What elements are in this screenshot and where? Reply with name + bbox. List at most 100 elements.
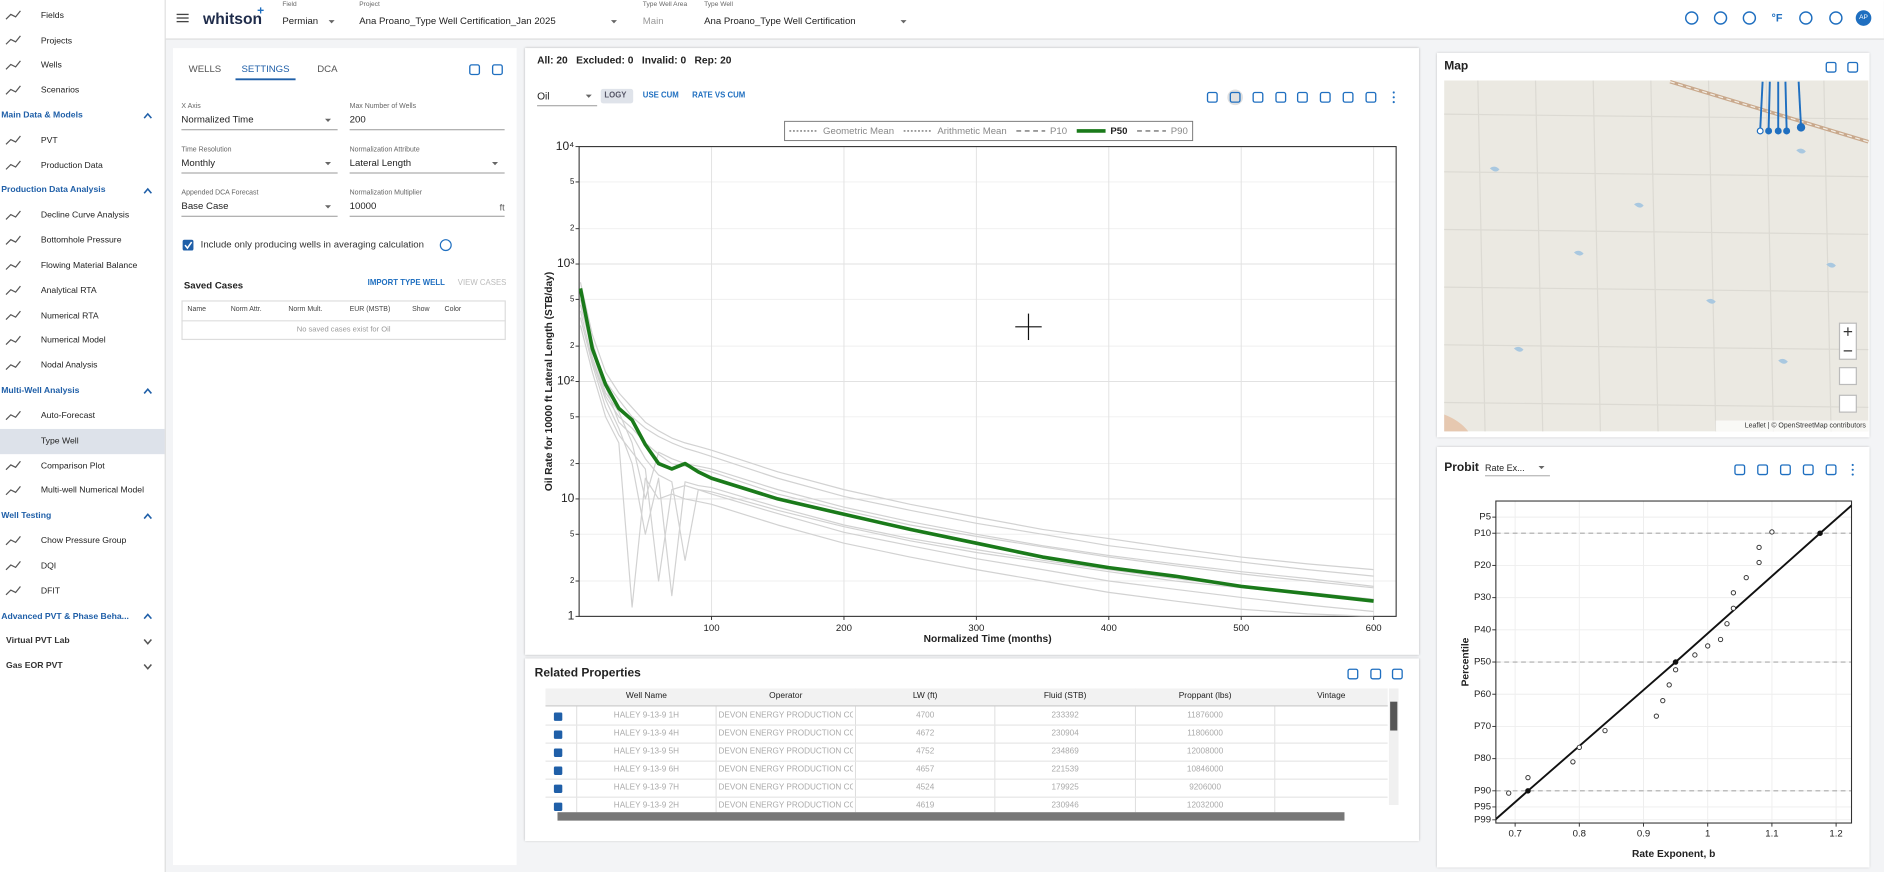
row-checkbox[interactable] <box>553 802 563 811</box>
well-marker[interactable] <box>1765 127 1773 135</box>
unit-button[interactable]: °F <box>1771 11 1783 24</box>
toolbar-icon[interactable] <box>1734 464 1746 476</box>
legend-label[interactable]: P10 <box>1050 126 1067 137</box>
nav-section[interactable]: Multi-Well Analysis <box>1 384 80 396</box>
nav-item[interactable]: Auto-Forecast <box>40 409 96 421</box>
toolbar-icon[interactable] <box>491 64 503 76</box>
top-icon[interactable] <box>1713 11 1728 25</box>
chart-button[interactable]: LOGY <box>604 91 627 100</box>
toolbar-icon[interactable] <box>1757 464 1769 476</box>
h-scroll-thumb[interactable] <box>557 812 1345 821</box>
more-icon[interactable] <box>1851 463 1854 467</box>
nav-item[interactable]: Decline Curve Analysis <box>40 209 130 221</box>
field-value[interactable]: 10000 <box>349 200 377 212</box>
nav-section[interactable]: Production Data Analysis <box>1 184 106 196</box>
field-value[interactable]: Normalized Time <box>181 114 254 126</box>
nav-item[interactable]: Multi-well Numerical Model <box>40 484 145 496</box>
nav-item[interactable]: DQI <box>40 559 57 571</box>
toolbar-icon[interactable] <box>1802 464 1814 476</box>
nav-section[interactable]: Main Data & Models <box>1 109 83 121</box>
top-icon[interactable] <box>1742 11 1757 25</box>
tab[interactable]: SETTINGS <box>241 63 290 75</box>
well-marker[interactable] <box>1774 127 1782 135</box>
nav-item[interactable]: Numerical Model <box>40 334 106 346</box>
more-icon[interactable] <box>1392 96 1395 99</box>
field-value[interactable]: Base Case <box>181 200 229 212</box>
nav-item[interactable]: Projects <box>40 34 73 46</box>
chart-button[interactable]: USE CUM <box>642 91 679 100</box>
toolbar-icon[interactable] <box>1296 91 1308 103</box>
toolbar-icon[interactable] <box>1252 91 1264 103</box>
nav-item[interactable]: PVT <box>40 134 58 146</box>
nav-item[interactable]: Flowing Material Balance <box>40 259 138 271</box>
probit-select[interactable]: Rate Ex... <box>1485 461 1525 473</box>
well-marker[interactable] <box>1783 127 1791 135</box>
legend-label[interactable]: P50 <box>1110 126 1127 137</box>
nav-item[interactable]: Production Data <box>40 159 103 171</box>
row-checkbox[interactable] <box>553 729 563 739</box>
nav-section[interactable]: Virtual PVT Lab <box>6 634 70 646</box>
help-icon[interactable] <box>439 239 452 252</box>
nav-item[interactable]: Wells <box>40 59 62 71</box>
row-checkbox[interactable] <box>553 711 563 721</box>
nav-item[interactable]: Bottomhole Pressure <box>40 234 122 246</box>
nav-section[interactable]: Advanced PVT & Phase Beha... <box>1 609 129 621</box>
toolbar-icon[interactable] <box>1229 91 1241 103</box>
more-icon[interactable] <box>1851 468 1854 471</box>
legend-label[interactable]: Arithmetic Mean <box>937 126 1006 137</box>
field-value[interactable]: Permian <box>282 15 319 27</box>
toolbar-icon[interactable] <box>1370 668 1382 680</box>
nav-item[interactable]: Numerical RTA <box>40 309 99 321</box>
well-marker[interactable] <box>1756 127 1764 135</box>
legend-label[interactable]: Geometric Mean <box>823 126 894 137</box>
more-icon[interactable] <box>1392 101 1395 104</box>
toolbar-icon[interactable] <box>1391 668 1403 680</box>
nav-item[interactable]: DFIT <box>40 584 61 596</box>
field-value[interactable]: Ana Proano_Type Well Certification_Jan 2… <box>359 15 556 27</box>
chart-button[interactable]: RATE VS CUM <box>692 91 746 100</box>
field-value[interactable]: Monthly <box>181 157 216 169</box>
more-icon[interactable] <box>1392 91 1395 94</box>
toolbar-icon[interactable] <box>1847 61 1859 73</box>
nav-item[interactable]: Nodal Analysis <box>40 359 98 371</box>
toolbar-icon[interactable] <box>1825 61 1837 73</box>
toolbar-icon[interactable] <box>1319 91 1331 103</box>
toolbar-icon[interactable] <box>1779 464 1791 476</box>
nav-section[interactable]: Well Testing <box>1 509 52 521</box>
nav-item[interactable]: Fields <box>40 9 64 21</box>
field-value[interactable]: 200 <box>349 114 366 126</box>
nav-item[interactable]: Analytical RTA <box>40 284 97 296</box>
top-icon[interactable] <box>1799 11 1813 25</box>
nav-item[interactable]: Type Well <box>40 434 79 446</box>
v-scroll-thumb[interactable] <box>1390 701 1398 731</box>
legend-label[interactable]: P90 <box>1171 126 1188 137</box>
well-marker[interactable] <box>1796 123 1806 132</box>
action-button[interactable]: IMPORT TYPE WELL <box>367 278 445 288</box>
toolbar-icon[interactable] <box>1347 668 1359 680</box>
nav-item[interactable]: Scenarios <box>40 84 80 96</box>
avatar[interactable] <box>1855 10 1872 26</box>
toolbar-icon[interactable] <box>1206 91 1218 103</box>
map-control[interactable] <box>1838 394 1857 413</box>
field-value[interactable]: Ana Proano_Type Well Certification <box>704 15 856 27</box>
toolbar-icon[interactable] <box>1342 91 1354 103</box>
toolbar-icon[interactable] <box>1825 464 1837 476</box>
nav-section[interactable]: Gas EOR PVT <box>6 659 63 671</box>
nav-item[interactable]: Chow Pressure Group <box>40 534 127 546</box>
nav-item[interactable]: Comparison Plot <box>40 459 105 471</box>
row-checkbox[interactable] <box>553 747 563 757</box>
row-checkbox[interactable] <box>553 765 563 775</box>
tab[interactable]: DCA <box>317 63 338 75</box>
toolbar-icon[interactable] <box>1275 91 1287 103</box>
row-checkbox[interactable] <box>553 783 563 793</box>
toolbar-icon[interactable] <box>1365 91 1377 103</box>
more-icon[interactable] <box>1851 473 1854 476</box>
toolbar-icon[interactable] <box>469 64 481 76</box>
checkbox[interactable] <box>182 239 194 251</box>
fluid-select[interactable]: Oil <box>537 89 550 102</box>
field-value[interactable]: Lateral Length <box>349 157 412 169</box>
top-icon[interactable] <box>1829 11 1843 25</box>
map-control[interactable] <box>1838 367 1857 386</box>
top-icon[interactable] <box>1684 11 1699 25</box>
tab[interactable]: WELLS <box>188 63 222 75</box>
